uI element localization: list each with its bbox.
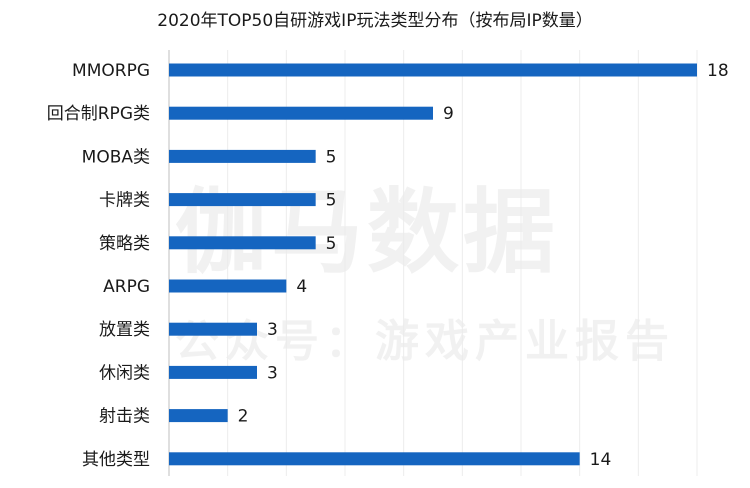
category-label: 回合制RPG类 [47, 104, 150, 124]
data-label: 18 [707, 61, 729, 81]
category-label: 卡牌类 [99, 191, 150, 211]
bar [169, 365, 257, 379]
data-label: 2 [238, 407, 249, 427]
chart-title: 2020年TOP50自研游戏IP玩法类型分布（按布局IP数量） [157, 11, 593, 31]
category-label: 放置类 [99, 320, 150, 340]
category-label: 策略类 [99, 234, 150, 254]
bar [169, 236, 316, 250]
category-label: 射击类 [99, 407, 150, 427]
bar [169, 409, 228, 423]
category-label: 休闲类 [99, 363, 150, 383]
bar [169, 322, 257, 336]
bar [169, 279, 287, 293]
bar [169, 149, 316, 163]
category-label: MOBA类 [82, 147, 150, 167]
data-label: 5 [326, 191, 337, 211]
category-label: ARPG [103, 277, 150, 297]
data-label: 5 [326, 234, 337, 254]
bar [169, 106, 433, 120]
data-label: 5 [326, 147, 337, 167]
category-label: 其他类型 [82, 450, 150, 470]
data-label: 3 [267, 363, 278, 383]
data-label: 4 [296, 277, 307, 297]
bar [169, 452, 580, 466]
data-label: 9 [443, 104, 454, 124]
bar [169, 193, 316, 207]
bar [169, 63, 697, 77]
category-label: MMORPG [72, 61, 150, 81]
data-label: 3 [267, 320, 278, 340]
data-label: 14 [590, 450, 612, 470]
